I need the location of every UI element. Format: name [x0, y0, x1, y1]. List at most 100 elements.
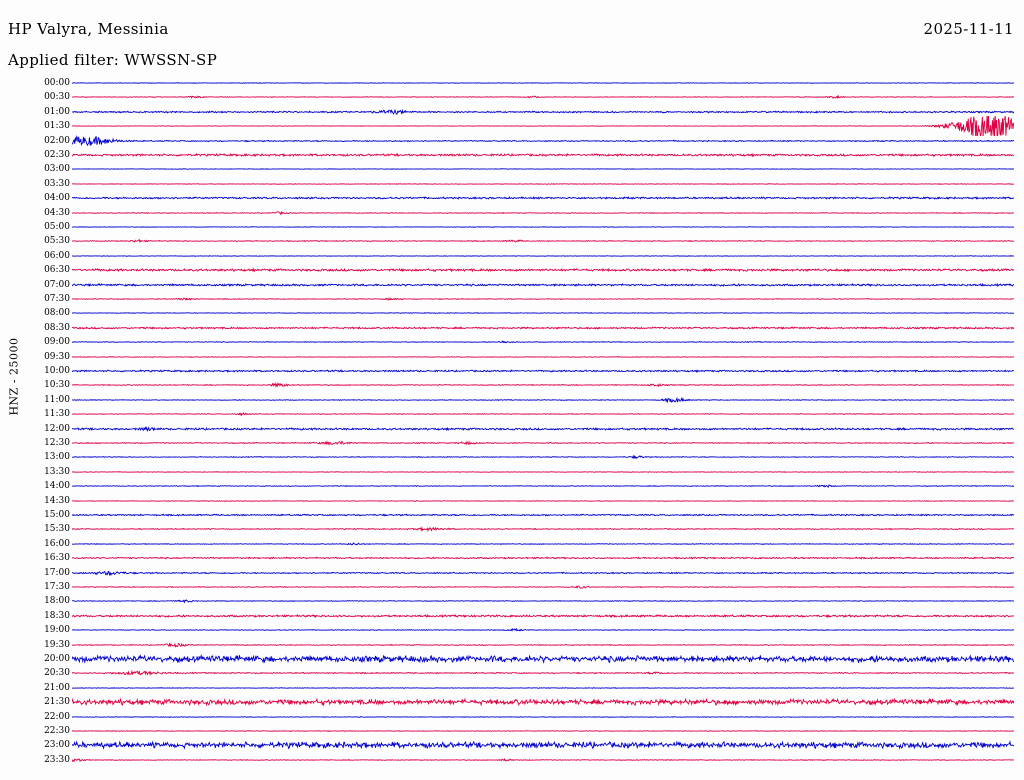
trace-waveform	[72, 505, 1014, 525]
trace-row: 20:30	[0, 668, 1024, 682]
station-title: HP Valyra, Messinia	[8, 20, 169, 38]
trace-waveform	[72, 476, 1014, 496]
trace-row: 01:00	[0, 107, 1024, 121]
trace-time-label: 14:00	[44, 481, 70, 492]
trace-time-label: 13:00	[44, 452, 70, 463]
trace-row: 07:30	[0, 294, 1024, 308]
record-date: 2025-11-11	[923, 20, 1014, 38]
trace-waveform	[72, 188, 1014, 208]
trace-row: 21:00	[0, 683, 1024, 697]
trace-row: 14:30	[0, 496, 1024, 510]
trace-row: 16:00	[0, 539, 1024, 553]
trace-row: 14:00	[0, 481, 1024, 495]
trace-row: 06:30	[0, 265, 1024, 279]
trace-time-label: 01:00	[44, 106, 70, 117]
trace-waveform	[72, 289, 1014, 309]
trace-row: 10:00	[0, 366, 1024, 380]
trace-time-label: 13:30	[44, 466, 70, 477]
trace-row: 13:00	[0, 452, 1024, 466]
trace-time-label: 10:00	[44, 366, 70, 376]
trace-row: 17:30	[0, 582, 1024, 596]
trace-time-label: 18:00	[44, 596, 70, 607]
trace-time-label: 04:30	[44, 207, 70, 218]
trace-time-label: 22:30	[44, 726, 70, 736]
trace-waveform	[72, 275, 1014, 295]
trace-time-label: 19:00	[44, 625, 70, 636]
trace-row: 15:30	[0, 524, 1024, 538]
trace-row: 08:30	[0, 323, 1024, 337]
trace-row: 11:00	[0, 395, 1024, 409]
trace-row: 23:30	[0, 755, 1024, 769]
trace-row: 05:00	[0, 222, 1024, 236]
trace-row: 19:30	[0, 640, 1024, 654]
trace-waveform	[72, 606, 1014, 626]
trace-waveform	[72, 361, 1014, 381]
trace-row: 09:00	[0, 337, 1024, 351]
trace-waveform	[72, 116, 1014, 136]
trace-waveform	[72, 692, 1014, 712]
trace-row: 02:00	[0, 136, 1024, 150]
trace-waveform	[72, 73, 1014, 93]
trace-row: 09:30	[0, 352, 1024, 366]
trace-time-label: 10:30	[44, 380, 70, 391]
trace-row: 02:30	[0, 150, 1024, 164]
trace-row: 19:00	[0, 625, 1024, 639]
trace-row: 10:30	[0, 380, 1024, 394]
trace-row: 15:00	[0, 510, 1024, 524]
trace-row: 04:30	[0, 208, 1024, 222]
trace-waveform	[72, 145, 1014, 165]
trace-waveform	[72, 332, 1014, 352]
trace-waveform	[72, 649, 1014, 669]
trace-time-label: 09:30	[44, 351, 70, 362]
trace-row: 12:30	[0, 438, 1024, 452]
trace-waveform	[72, 203, 1014, 223]
trace-waveform	[72, 102, 1014, 122]
trace-waveform	[72, 87, 1014, 107]
trace-row: 18:00	[0, 596, 1024, 610]
trace-time-label: 03:30	[44, 178, 70, 189]
trace-time-label: 02:30	[44, 150, 70, 160]
trace-row: 11:30	[0, 409, 1024, 423]
trace-waveform	[72, 375, 1014, 395]
trace-row: 05:30	[0, 236, 1024, 250]
trace-waveform	[72, 534, 1014, 554]
trace-waveform	[72, 131, 1014, 151]
trace-time-label: 19:30	[44, 639, 70, 650]
trace-waveform	[72, 246, 1014, 266]
trace-waveform	[72, 303, 1014, 323]
trace-row: 04:00	[0, 193, 1024, 207]
trace-waveform	[72, 707, 1014, 727]
trace-time-label: 21:30	[44, 697, 70, 708]
trace-waveform	[72, 231, 1014, 251]
trace-waveform	[72, 519, 1014, 539]
trace-time-label: 14:30	[44, 495, 70, 506]
trace-waveform	[72, 174, 1014, 194]
trace-waveform	[72, 750, 1014, 770]
trace-time-label: 09:00	[44, 337, 70, 348]
trace-time-label: 07:30	[44, 294, 70, 304]
trace-row: 16:30	[0, 553, 1024, 567]
trace-time-label: 16:30	[44, 553, 70, 564]
trace-row: 21:30	[0, 697, 1024, 711]
trace-time-label: 20:00	[44, 654, 70, 664]
trace-time-label: 20:30	[44, 668, 70, 679]
trace-time-label: 00:30	[44, 92, 70, 103]
trace-waveform	[72, 635, 1014, 655]
trace-time-label: 23:30	[44, 754, 70, 765]
trace-row: 08:00	[0, 308, 1024, 322]
trace-time-label: 08:00	[44, 308, 70, 319]
trace-waveform	[72, 591, 1014, 611]
trace-row: 22:00	[0, 712, 1024, 726]
trace-time-label: 22:00	[44, 711, 70, 722]
trace-waveform	[72, 347, 1014, 367]
trace-row: 13:30	[0, 467, 1024, 481]
trace-time-label: 12:00	[44, 423, 70, 434]
trace-row: 07:00	[0, 280, 1024, 294]
trace-time-label: 11:30	[44, 409, 70, 420]
trace-time-label: 04:00	[44, 193, 70, 204]
trace-waveform	[72, 433, 1014, 453]
trace-time-label: 07:00	[44, 279, 70, 290]
trace-time-label: 15:00	[44, 510, 70, 520]
applied-filter-label: Applied filter: WWSSN-SP	[8, 51, 218, 69]
trace-time-label: 23:00	[44, 740, 70, 751]
